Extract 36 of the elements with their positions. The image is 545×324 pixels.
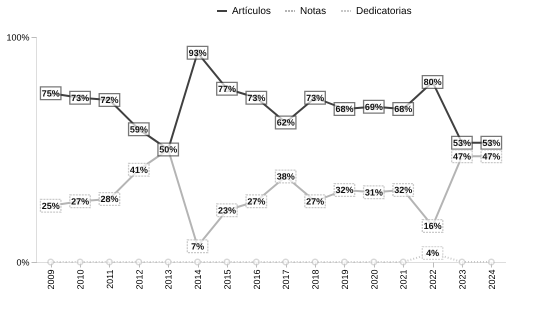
- point: [282, 258, 290, 266]
- x-tick-label: 2021: [398, 270, 409, 290]
- point: [76, 258, 84, 266]
- point: [135, 258, 142, 266]
- x-tick-label: 2011: [104, 270, 115, 289]
- point: [458, 258, 466, 266]
- y-tick-label: 100%: [6, 32, 30, 42]
- point: [370, 258, 378, 266]
- x-tick-label: 2009: [46, 270, 56, 290]
- x-tick-label: 2010: [76, 270, 86, 290]
- x-tick-label: 2023: [457, 270, 468, 290]
- point: [340, 258, 348, 266]
- legend-label: Artículos: [232, 6, 271, 17]
- x-tick-label: 2022: [428, 270, 438, 290]
- x-tick-label: 2013: [164, 270, 174, 290]
- point: [106, 258, 113, 266]
- point: [252, 258, 260, 266]
- point: [47, 258, 54, 266]
- x-tick-label: 2016: [252, 270, 262, 290]
- x-tick-label: 2014: [193, 270, 204, 290]
- point: [400, 258, 407, 266]
- x-tick-label: 2012: [134, 270, 144, 290]
- x-tick-label: 2015: [222, 270, 232, 290]
- point: [194, 258, 202, 266]
- point: [488, 258, 495, 266]
- point: [312, 258, 319, 266]
- legend-label: Dedicatorias: [356, 6, 412, 17]
- x-tick-label: 2020: [369, 270, 380, 290]
- x-tick-label: 2018: [310, 270, 321, 290]
- legend-label: Notas: [300, 6, 326, 17]
- point: [223, 258, 230, 266]
- point: [164, 258, 172, 266]
- x-tick-label: 2017: [281, 270, 292, 290]
- y-tick-label: 0%: [16, 258, 30, 268]
- x-tick-label: 2019: [340, 270, 350, 290]
- x-tick-label: 2024: [486, 270, 497, 290]
